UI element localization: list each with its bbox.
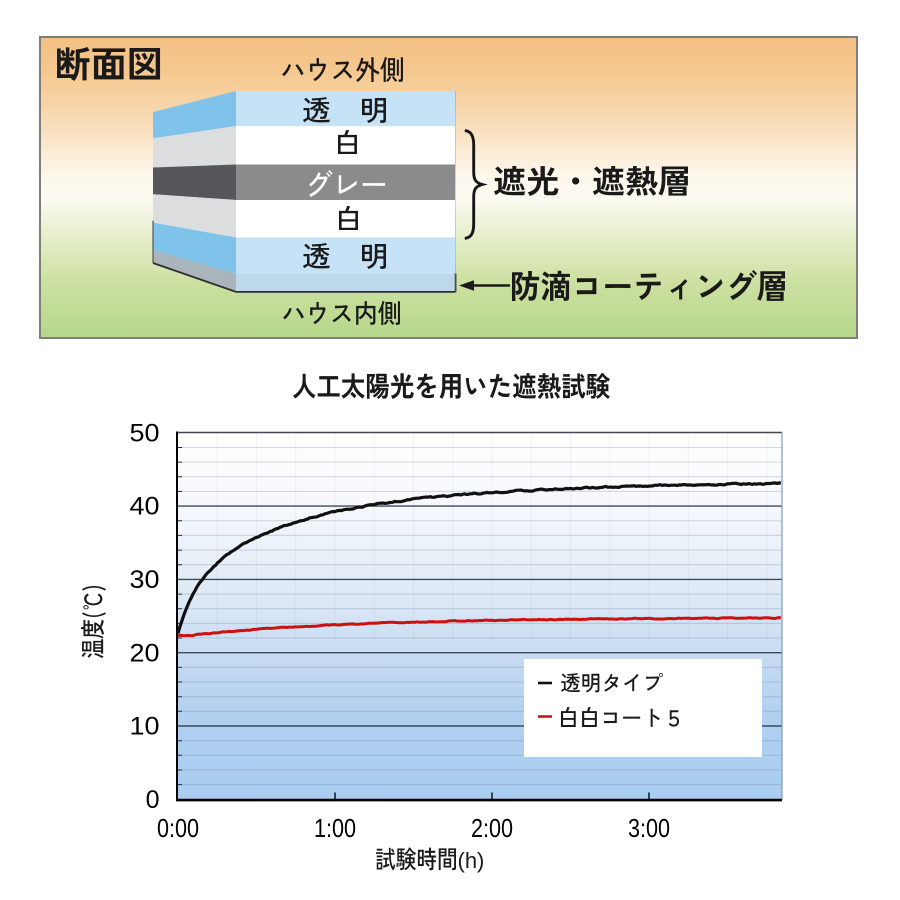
svg-text:30: 30 — [130, 566, 160, 594]
svg-text:0: 0 — [146, 786, 160, 814]
svg-text:50: 50 — [130, 419, 160, 447]
svg-text:(h): (h) — [458, 848, 485, 873]
svg-text:20: 20 — [130, 639, 160, 667]
svg-text:0:00: 0:00 — [157, 813, 199, 843]
svg-text:10: 10 — [130, 713, 160, 741]
svg-text:3:00: 3:00 — [628, 813, 670, 843]
svg-text:2:00: 2:00 — [471, 813, 513, 843]
svg-text:40: 40 — [130, 493, 160, 521]
svg-text:1:00: 1:00 — [314, 813, 356, 843]
